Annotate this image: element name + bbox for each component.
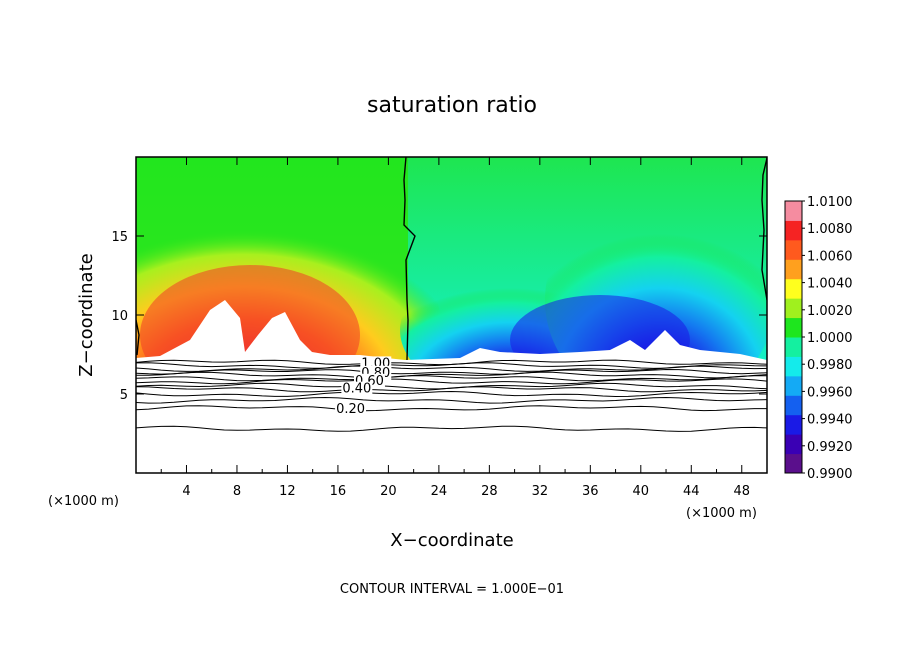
terrain-contour-line <box>136 375 767 382</box>
colorbar-swatch <box>785 298 802 319</box>
terrain-contour-line <box>136 396 767 404</box>
x-tick-label: 12 <box>279 484 296 499</box>
x-tick-label: 4 <box>182 484 190 499</box>
x-unit-label-left: (×1000 m) <box>48 494 119 509</box>
colorbar-swatch <box>785 259 802 280</box>
y-axis-label: Z−coordinate <box>76 253 97 376</box>
y-tick-label: 15 <box>111 230 128 245</box>
colorbar-swatch <box>785 239 802 260</box>
colorbar-swatch <box>785 453 802 474</box>
contour-label: 0.40 <box>342 382 371 397</box>
plot-area <box>136 157 767 473</box>
colorbar-label: 0.9900 <box>807 467 853 482</box>
contour-interval-footer: CONTOUR INTERVAL = 1.000E−01 <box>340 582 564 597</box>
x-unit-label-right: (×1000 m) <box>686 506 757 521</box>
colorbar <box>784 200 803 474</box>
terrain-contour-line <box>136 365 767 372</box>
colorbar-swatch <box>785 317 802 338</box>
colorbar-label: 1.0040 <box>807 277 853 292</box>
terrain-contour-line <box>136 371 767 379</box>
colorbar-label: 0.9920 <box>807 440 853 455</box>
y-axis-ticks: 5 10 15 <box>111 230 767 403</box>
colorbar-swatch <box>785 434 802 455</box>
colorbar-swatch <box>785 220 802 241</box>
terrain-contour-line <box>136 405 767 412</box>
colorbar-swatch <box>785 395 802 416</box>
colorbar-swatch <box>785 356 802 377</box>
x-tick-label: 28 <box>481 484 498 499</box>
contour-labels: 1.000.800.600.400.20 <box>335 356 392 418</box>
x-tick-label: 36 <box>582 484 599 499</box>
x-tick-label: 8 <box>233 484 241 499</box>
colorbar-swatch <box>785 337 802 357</box>
terrain-contours <box>136 359 767 432</box>
colorbar-label: 1.0060 <box>807 249 853 264</box>
x-tick-label: 40 <box>633 484 650 499</box>
x-axis-ticks: 4 8 12 16 20 24 28 32 36 40 44 48 <box>160 157 750 499</box>
terrain-contour-line <box>136 390 767 398</box>
colorbar-label: 0.9980 <box>807 358 853 373</box>
contour-label: 0.20 <box>336 402 365 417</box>
y-tick-label: 5 <box>120 388 128 403</box>
colorbar-label: 1.0000 <box>807 331 853 346</box>
contour-1.00-upper <box>403 157 416 361</box>
chart-title: saturation ratio <box>367 93 537 118</box>
contour-1.00-right <box>761 157 767 301</box>
x-tick-label: 32 <box>532 484 549 499</box>
terrain-contour-line <box>136 386 767 393</box>
terrain-mask <box>136 300 767 473</box>
contour-1.00-left <box>136 319 140 356</box>
terrain-contour-line <box>136 368 767 375</box>
x-axis-label: X−coordinate <box>390 530 513 551</box>
colorbar-swatch <box>785 278 802 299</box>
x-tick-label: 16 <box>330 484 347 499</box>
colorbar-label: 0.9960 <box>807 385 853 400</box>
colorbar-label: 0.9940 <box>807 413 853 428</box>
x-tick-label: 24 <box>431 484 448 499</box>
x-tick-label: 20 <box>380 484 397 499</box>
contour-label-bg <box>341 381 373 397</box>
x-tick-label: 48 <box>733 484 750 499</box>
y-tick-label: 10 <box>111 309 128 324</box>
terrain-contour-line <box>136 378 767 385</box>
colorbar-label: 1.0080 <box>807 222 853 237</box>
colorbar-label: 1.0100 <box>807 195 853 210</box>
colorbar-label: 1.0020 <box>807 304 853 319</box>
colorbar-swatch <box>785 414 802 435</box>
colorbar-labels: 1.0100 1.0080 1.0060 1.0040 1.0020 1.0000 0.99… <box>802 195 853 482</box>
x-tick-label: 44 <box>683 484 700 499</box>
terrain-contour-line <box>136 425 767 432</box>
contour-label-bg <box>335 402 367 418</box>
colorbar-swatch <box>785 375 802 396</box>
colorbar-swatch <box>785 201 802 221</box>
